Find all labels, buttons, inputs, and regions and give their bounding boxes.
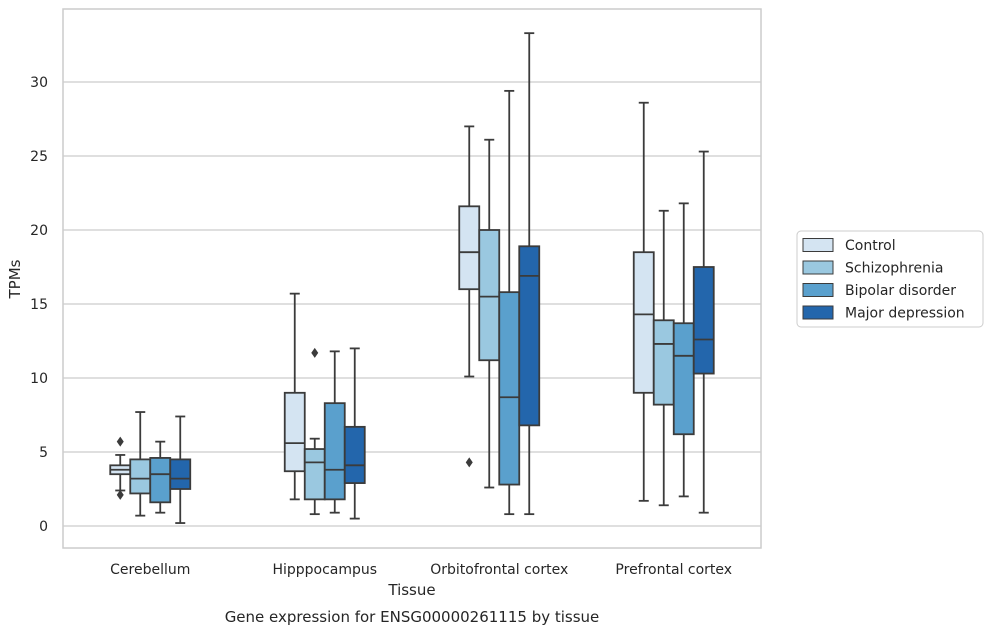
box-2-series-4 xyxy=(343,347,366,520)
y-axis-label: TPMs xyxy=(6,259,24,299)
legend-swatch-3 xyxy=(802,283,834,297)
box-2-series-3 xyxy=(323,350,346,514)
legend-label-3: Bipolar disorder xyxy=(845,283,956,299)
y-tick-label-15: 15 xyxy=(30,297,48,313)
box-body xyxy=(169,458,192,490)
outlier-point-1 xyxy=(311,347,319,358)
box-3-series-2 xyxy=(478,138,501,489)
outlier-point-1 xyxy=(116,436,124,447)
box-body xyxy=(303,448,326,501)
legend-label-1: Control xyxy=(845,238,896,254)
box-1-series-1 xyxy=(109,436,132,500)
outlier-point-2 xyxy=(116,489,124,500)
box-body xyxy=(498,291,521,486)
box-body xyxy=(478,229,501,362)
legend-label-2: Schizophrenia xyxy=(845,261,943,277)
y-tick-label-0: 0 xyxy=(39,519,48,535)
box-body xyxy=(632,251,655,394)
x-axis-label: Tissue xyxy=(387,581,435,599)
box-body xyxy=(323,402,346,501)
legend: Control Schizophrenia Bipolar disorder Majo… xyxy=(796,230,984,328)
outlier-point-1 xyxy=(465,457,473,468)
chart-caption: Gene expression for ENSG00000261115 by t… xyxy=(225,608,600,626)
box-body xyxy=(672,322,695,436)
box-4-series-2 xyxy=(652,209,675,507)
y-tick-label-10: 10 xyxy=(30,371,48,387)
box-1-series-4 xyxy=(169,415,192,524)
y-tick-label-30: 30 xyxy=(30,75,48,91)
box-4-series-4 xyxy=(692,150,715,514)
x-tick-labels: Cerebellum Hipppocampus Orbitofrontal cort… xyxy=(110,562,732,578)
y-tick-labels: 0 5 10 15 20 25 30 xyxy=(30,75,48,535)
box-3-series-4 xyxy=(518,32,541,516)
box-3-series-1 xyxy=(458,125,481,468)
box-body xyxy=(652,319,675,406)
box-3-series-3 xyxy=(498,89,521,516)
box-body xyxy=(343,425,366,484)
box-1-series-2 xyxy=(129,411,152,517)
box-2-series-2 xyxy=(303,347,326,516)
boxes-layer xyxy=(109,32,715,524)
box-body xyxy=(458,205,481,291)
legend-swatch-4 xyxy=(802,305,834,320)
box-4-series-3 xyxy=(672,202,695,498)
box-2-series-1 xyxy=(283,292,306,501)
y-tick-label-20: 20 xyxy=(30,223,48,239)
y-gridlines xyxy=(63,81,761,527)
legend-swatch-2 xyxy=(802,260,834,275)
x-tick-label-4: Prefrontal cortex xyxy=(615,562,732,578)
x-tick-label-3: Orbitofrontal cortex xyxy=(430,562,568,578)
box-body xyxy=(692,266,715,375)
box-body xyxy=(149,457,172,504)
y-tick-label-5: 5 xyxy=(39,445,48,461)
box-body xyxy=(129,458,152,495)
x-tick-label-2: Hipppocampus xyxy=(272,562,377,578)
legend-label-4: Major depression xyxy=(845,306,965,322)
box-4-series-1 xyxy=(632,101,655,502)
plot-frame xyxy=(62,8,762,549)
box-body xyxy=(518,245,541,427)
box-body xyxy=(283,391,306,473)
box-1-series-3 xyxy=(149,440,172,514)
y-tick-label-25: 25 xyxy=(30,149,48,165)
legend-swatch-1 xyxy=(802,238,834,252)
legend-frame xyxy=(796,230,984,328)
x-tick-label-1: Cerebellum xyxy=(110,562,190,578)
